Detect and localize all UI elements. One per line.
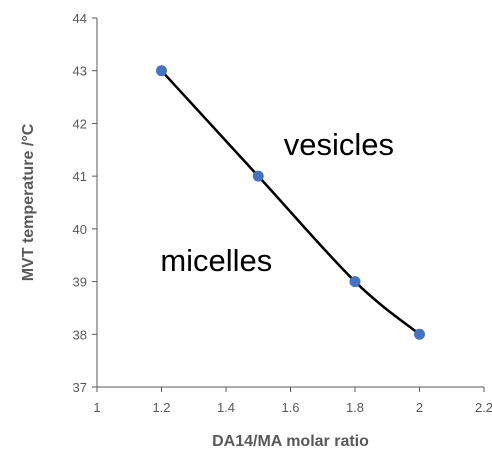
- data-point: [156, 65, 167, 77]
- y-tick-label: 44: [73, 11, 87, 26]
- y-tick-label: 38: [73, 327, 87, 342]
- x-tick-label: 2: [416, 400, 423, 415]
- y-tick-label: 37: [73, 380, 87, 395]
- y-axis-title: MVT temperature /°C: [20, 123, 37, 281]
- x-tick-label: 2.2: [475, 400, 492, 415]
- x-axis-title: DA14/MA molar ratio: [212, 433, 369, 450]
- y-tick-label: 43: [73, 64, 87, 79]
- annotations: vesicles micelles: [160, 127, 394, 278]
- series-line: [160, 69, 421, 336]
- x-tick-label: 1.2: [152, 400, 170, 415]
- data-points: [156, 65, 425, 340]
- x-tick-label: 1.8: [346, 400, 364, 415]
- y-tick-label: 40: [73, 222, 87, 237]
- data-point: [252, 170, 264, 182]
- axes: [92, 17, 485, 392]
- x-tick-label: 1.4: [217, 400, 235, 415]
- y-tick-label: 41: [73, 169, 87, 184]
- region-label-micelles: micelles: [160, 243, 272, 278]
- x-tick-label: 1: [93, 400, 100, 415]
- data-point: [414, 328, 425, 340]
- y-tick-label: 39: [73, 275, 87, 290]
- y-tick-label: 42: [73, 116, 87, 131]
- series-curve-layer: [160, 69, 421, 336]
- tick-labels: 37 38 39 40 41 42 43 44 1 1.2 1.4 1.6 1.8 2 2.2: [73, 11, 492, 415]
- x-tick-label: 1.6: [281, 400, 299, 415]
- data-point: [349, 276, 361, 288]
- region-label-vesicles: vesicles: [284, 127, 394, 162]
